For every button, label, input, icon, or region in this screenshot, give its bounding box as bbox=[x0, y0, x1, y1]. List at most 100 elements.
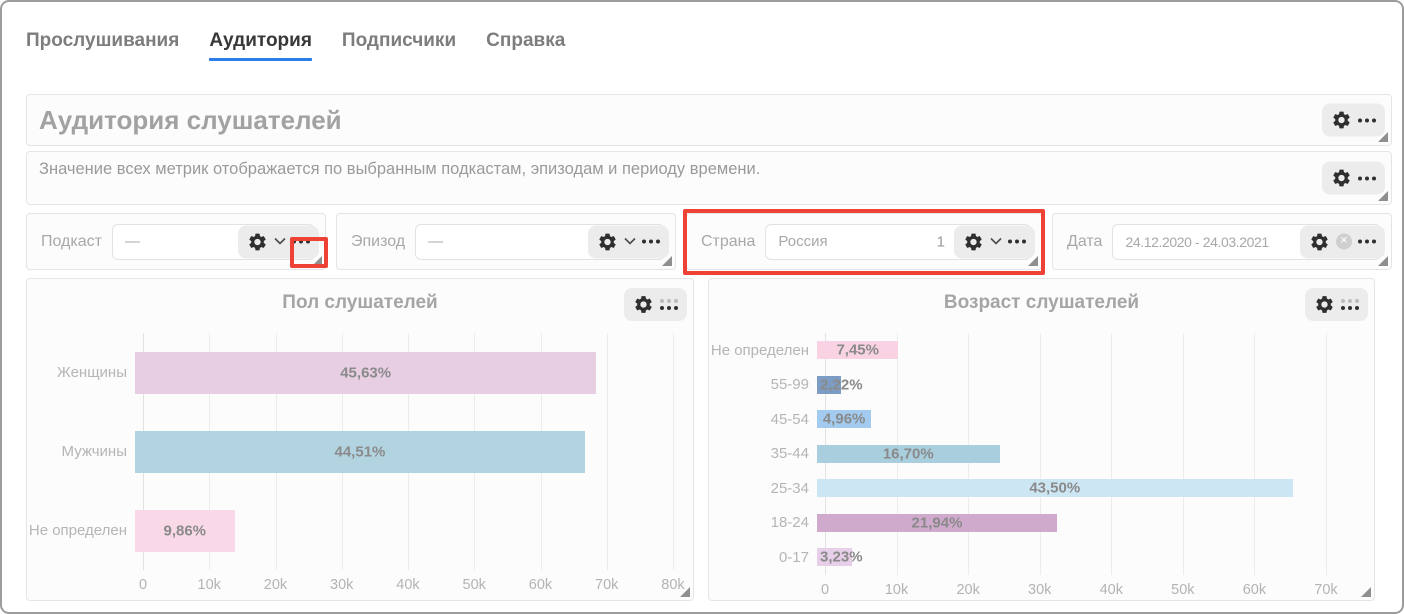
date-filter-label: Дата bbox=[1067, 232, 1103, 250]
chart-bar: 3,23% bbox=[817, 548, 863, 567]
chart-bar: 7,45% bbox=[817, 341, 899, 360]
podcast-filter-value: — bbox=[124, 233, 140, 250]
tab-listens[interactable]: Прослушивания bbox=[26, 30, 180, 51]
gender-chart-plot: Женщины 45,63% Мужчины 44,51% Не определен 9,… bbox=[27, 333, 693, 596]
resize-handle[interactable] bbox=[1378, 132, 1388, 142]
bar-value-label: 4,96% bbox=[822, 410, 866, 428]
bar-track: 16,70% bbox=[817, 437, 1326, 472]
description-panel: Значение всех метрик отображается по выб… bbox=[26, 151, 1392, 205]
age-chart-title: Возраст слушателей bbox=[943, 292, 1140, 313]
country-filter: Страна Россия 1 bbox=[683, 209, 1045, 275]
bar-track: 45,63% bbox=[135, 333, 673, 412]
axis-tick-label: 40k bbox=[396, 577, 420, 593]
chart-row: 55-99 2,22% bbox=[709, 368, 1374, 403]
gear-icon bbox=[1314, 294, 1335, 315]
episode-filter: Эпизод — bbox=[336, 213, 676, 270]
page-title-panel: Аудитория слушателей bbox=[26, 94, 1392, 146]
page-title: Аудитория слушателей bbox=[39, 104, 342, 135]
bar-value-label: 44,51% bbox=[334, 443, 386, 460]
axis-tick-label: 0 bbox=[820, 581, 830, 598]
bar-value-label: 9,86% bbox=[163, 522, 207, 539]
chart-bar: 21,94% bbox=[817, 513, 1057, 532]
date-filter-settings-button[interactable] bbox=[1300, 225, 1385, 258]
chart-bar: 43,50% bbox=[817, 479, 1293, 498]
resize-handle[interactable] bbox=[662, 256, 672, 266]
axis-tick-label: 50k bbox=[462, 577, 486, 593]
chevron-down-icon bbox=[624, 237, 636, 245]
bar-track: 44,51% bbox=[135, 412, 673, 491]
bar-value-label: 7,45% bbox=[836, 341, 879, 359]
podcast-filter-settings-button[interactable] bbox=[238, 225, 319, 258]
episode-filter-settings-button[interactable] bbox=[588, 225, 669, 258]
bar-track: 43,50% bbox=[817, 471, 1326, 506]
category-label: Не определен bbox=[710, 341, 809, 359]
date-filter: Дата 24.12.2020 - 24.03.2021 bbox=[1052, 213, 1392, 270]
bar-track: 21,94% bbox=[817, 506, 1326, 541]
gear-icon bbox=[247, 231, 268, 252]
episode-filter-value: — bbox=[428, 233, 444, 250]
bar-track: 3,23% bbox=[817, 540, 1326, 575]
axis-tick-label: 70k bbox=[1314, 581, 1338, 598]
gear-icon bbox=[1331, 168, 1352, 189]
ellipsis-icon bbox=[1358, 176, 1376, 180]
resize-handle[interactable] bbox=[1361, 587, 1371, 597]
date-range-value: 24.12.2020 - 24.03.2021 bbox=[1125, 233, 1269, 250]
tab-subscribers[interactable]: Подписчики bbox=[341, 30, 457, 51]
resize-handle[interactable] bbox=[312, 256, 322, 266]
bar-value-label: 21,94% bbox=[911, 514, 963, 532]
chart-bar: 2,22% bbox=[817, 375, 863, 394]
age-chart-plot: Не определен 7,45% 55-99 2,22% 45-54 4,96% 35-… bbox=[709, 333, 1374, 601]
chart-bar: 44,51% bbox=[135, 430, 585, 473]
country-filter-settings-button[interactable] bbox=[954, 225, 1035, 258]
axis-tick-label: 60k bbox=[528, 577, 553, 593]
chevron-down-icon bbox=[990, 237, 1002, 245]
chart-row: 18-24 21,94% bbox=[709, 506, 1374, 541]
gear-icon bbox=[963, 231, 984, 252]
drag-dots-icon bbox=[1341, 299, 1359, 310]
resize-handle[interactable] bbox=[1028, 256, 1038, 266]
bar-track: 4,96% bbox=[817, 402, 1326, 437]
x-axis: 0 10k 20k 30k 40k 50k 60k 70k 80k bbox=[139, 570, 685, 596]
gender-chart-panel: Пол слушателей Женщины 45,63% Мужчины 44,51… bbox=[26, 278, 694, 601]
ellipsis-icon bbox=[1358, 239, 1376, 244]
description-text: Значение всех метрик отображается по выб… bbox=[39, 160, 761, 178]
category-label: 35-44 bbox=[770, 445, 809, 463]
ellipsis-icon bbox=[642, 239, 660, 244]
category-label: Не определен bbox=[28, 522, 127, 539]
tab-audience[interactable]: Аудитория bbox=[209, 30, 312, 61]
chart-row: 25-34 43,50% bbox=[709, 471, 1374, 506]
bar-track: 7,45% bbox=[817, 333, 1326, 368]
tab-bar: Прослушивания Аудитория Подписчики Справ… bbox=[26, 30, 1392, 61]
charts-row: Пол слушателей Женщины 45,63% Мужчины 44,51… bbox=[26, 278, 1392, 601]
description-settings-button[interactable] bbox=[1322, 161, 1385, 195]
bar-track: 2,22% bbox=[817, 368, 1326, 403]
age-chart-panel: Возраст слушателей Не определен 7,45% 55-9… bbox=[708, 278, 1375, 601]
gender-chart-settings-button[interactable] bbox=[624, 288, 687, 321]
resize-handle[interactable] bbox=[1378, 191, 1388, 201]
resize-handle[interactable] bbox=[680, 587, 690, 597]
chart-row: Женщины 45,63% bbox=[27, 333, 693, 412]
drag-dots-icon bbox=[660, 299, 678, 310]
category-label: 18-24 bbox=[770, 514, 809, 532]
clear-icon[interactable] bbox=[1336, 233, 1352, 250]
axis-tick-label: 0 bbox=[138, 577, 148, 593]
category-label: 45-54 bbox=[770, 410, 809, 428]
title-settings-button[interactable] bbox=[1322, 103, 1385, 137]
chart-bar: 16,70% bbox=[817, 444, 1000, 463]
tab-help[interactable]: Справка bbox=[486, 30, 566, 51]
category-label: Мужчины bbox=[61, 443, 127, 460]
country-filter-label: Страна bbox=[701, 232, 756, 250]
bar-value-label: 43,50% bbox=[1029, 479, 1081, 497]
chart-row: Не определен 9,86% bbox=[27, 491, 693, 570]
resize-handle[interactable] bbox=[1378, 256, 1388, 266]
axis-tick-label: 30k bbox=[1028, 581, 1052, 598]
ellipsis-icon bbox=[1358, 118, 1376, 122]
age-chart-settings-button[interactable] bbox=[1305, 288, 1368, 321]
axis-tick-label: 30k bbox=[330, 577, 354, 593]
country-count-badge: 1 bbox=[936, 233, 945, 250]
bar-value-label: 2,22% bbox=[820, 376, 863, 394]
axis-tick-label: 10k bbox=[197, 577, 221, 593]
chevron-down-icon bbox=[274, 237, 286, 245]
chart-row: Мужчины 44,51% bbox=[27, 412, 693, 491]
